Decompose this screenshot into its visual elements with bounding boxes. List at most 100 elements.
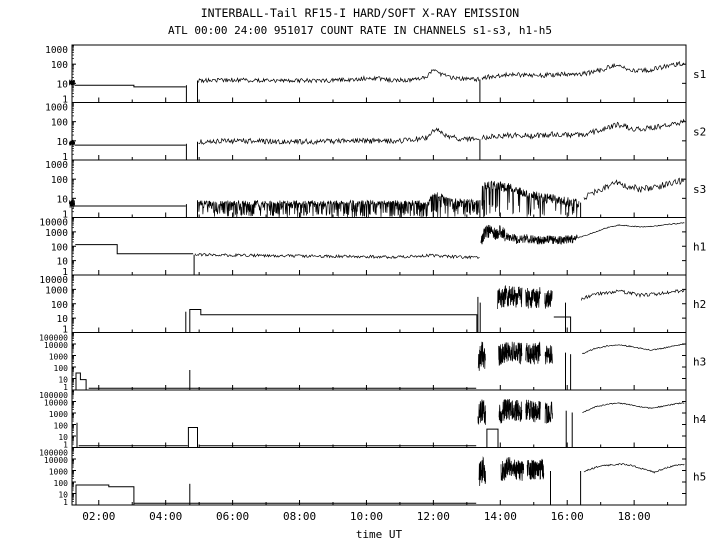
trace-h4-4: [477, 399, 486, 425]
panel-label-h5: h5: [693, 470, 706, 483]
panel-frame: [71, 44, 687, 103]
y-tick-label: 100: [54, 479, 69, 488]
trace-h5-5: [526, 458, 545, 480]
trace-h1-5: [577, 222, 685, 239]
y-tick-label: 1: [63, 441, 68, 450]
trace-h4-7: [525, 399, 541, 423]
trace-h5-8: [583, 463, 685, 474]
trace-s1-6: [481, 60, 685, 81]
panel-label-s3: s3: [693, 183, 706, 196]
trace-s2-4: [198, 127, 480, 145]
x-axis-label: time UT: [356, 528, 403, 541]
y-tick-label: 100: [51, 60, 68, 71]
trace-h3-4: [498, 341, 523, 366]
chart-subtitle: ATL 00:00 24:00 951017 COUNT RATE IN CHA…: [168, 24, 552, 37]
trace-s3-8: [583, 177, 685, 201]
trace-h1-2: [194, 253, 480, 260]
y-tick-label: 10: [57, 314, 69, 325]
trace-s3-0: [69, 200, 76, 208]
trace-s3-6: [481, 180, 580, 218]
x-tick-label: 02:00: [82, 510, 115, 523]
trace-s2-6: [481, 118, 685, 141]
x-tick-label: 06:00: [216, 510, 249, 523]
panel-s1: 1000 100 10 1 s1: [45, 44, 706, 106]
y-tick-label: 10000: [44, 341, 68, 350]
panel-frame: [71, 274, 687, 333]
y-tick-label: 1000: [45, 228, 68, 239]
panel-frame: [71, 102, 687, 161]
trace-h2-6: [544, 290, 553, 309]
panel-frame: [71, 332, 687, 391]
x-tick-label: 08:00: [283, 510, 316, 523]
trace-h2-9: [580, 289, 685, 301]
trace-h4-11: [582, 402, 685, 413]
trace-h3-9: [582, 343, 685, 355]
x-tick-label: 04:00: [149, 510, 182, 523]
trace-h2-4: [497, 285, 523, 310]
y-tick-label: 100: [51, 300, 68, 311]
y-tick-label: 10: [58, 433, 68, 442]
y-tick-label: 1000: [49, 410, 68, 419]
x-tick-label: 14:00: [484, 510, 517, 523]
trace-h5-3: [478, 456, 486, 487]
trace-h3-3: [477, 341, 486, 371]
trace-h2-1: [189, 309, 478, 333]
y-tick-label: 100: [51, 118, 68, 129]
trace-h4-2: [187, 427, 198, 448]
trace-h2-7: [553, 316, 572, 333]
y-tick-label: 1: [63, 383, 68, 392]
trace-s2-0: [68, 139, 76, 146]
y-tick-label: 1: [62, 210, 68, 221]
panel-label-h3: h3: [693, 355, 706, 368]
panel-frame: [71, 389, 687, 448]
trace-s3-4: [198, 192, 480, 218]
y-tick-label: 100: [54, 364, 69, 373]
trace-h1-3: [480, 224, 506, 245]
panel-frame: [71, 159, 687, 218]
trace-h1-0: [75, 244, 194, 255]
y-tick-label: 10000: [39, 275, 68, 286]
trace-s1-1: [74, 84, 186, 88]
y-tick-label: 100000: [39, 449, 68, 458]
x-tick-label: 12:00: [417, 510, 450, 523]
panel-s3: 1000 100 10 1 s3: [45, 159, 706, 221]
x-tick-label: 10:00: [350, 510, 383, 523]
y-tick-label: 1000: [49, 468, 68, 477]
y-tick-label: 100: [51, 175, 68, 186]
y-tick-label: 10: [57, 79, 69, 90]
trace-h2-5: [525, 287, 541, 309]
panel-frame: [71, 447, 687, 506]
y-tick-label: 10: [58, 491, 68, 500]
panel-label-s1: s1: [693, 68, 706, 81]
y-tick-label: 1000: [45, 285, 68, 296]
y-tick-label: 1: [62, 95, 68, 106]
trace-s1-0: [68, 79, 76, 86]
chart-title: INTERBALL-Tail RF15-I HARD/SOFT X-RAY EM…: [201, 6, 520, 20]
y-tick-label: 10: [57, 257, 69, 268]
y-tick-label: 1000: [49, 353, 68, 362]
x-axis-labels: 02:00 04:00 06:00 08:00 10:00 12:00 14:00 16:00…: [82, 510, 650, 523]
y-tick-label: 100000: [39, 334, 68, 343]
panels-container: 1000100101s11000100101s21000100101s31000…: [39, 44, 707, 507]
y-tick-label: 1000: [45, 45, 68, 56]
y-tick-label: 10000: [44, 456, 68, 465]
panel-s2: 1000 100 10 1 s2: [45, 102, 706, 163]
y-tick-label: 1000: [45, 160, 68, 171]
panel-label-h4: h4: [693, 413, 707, 426]
y-tick-label: 10: [57, 137, 69, 148]
trace-h4-6: [498, 398, 523, 424]
panel-label-h1: h1: [693, 240, 706, 253]
trace-h3-5: [525, 341, 541, 365]
y-tick-label: 1: [62, 267, 68, 278]
y-tick-label: 100: [51, 242, 68, 253]
x-tick-label: 16:00: [551, 510, 584, 523]
y-tick-label: 1: [63, 498, 68, 507]
y-tick-label: 10000: [44, 399, 68, 408]
